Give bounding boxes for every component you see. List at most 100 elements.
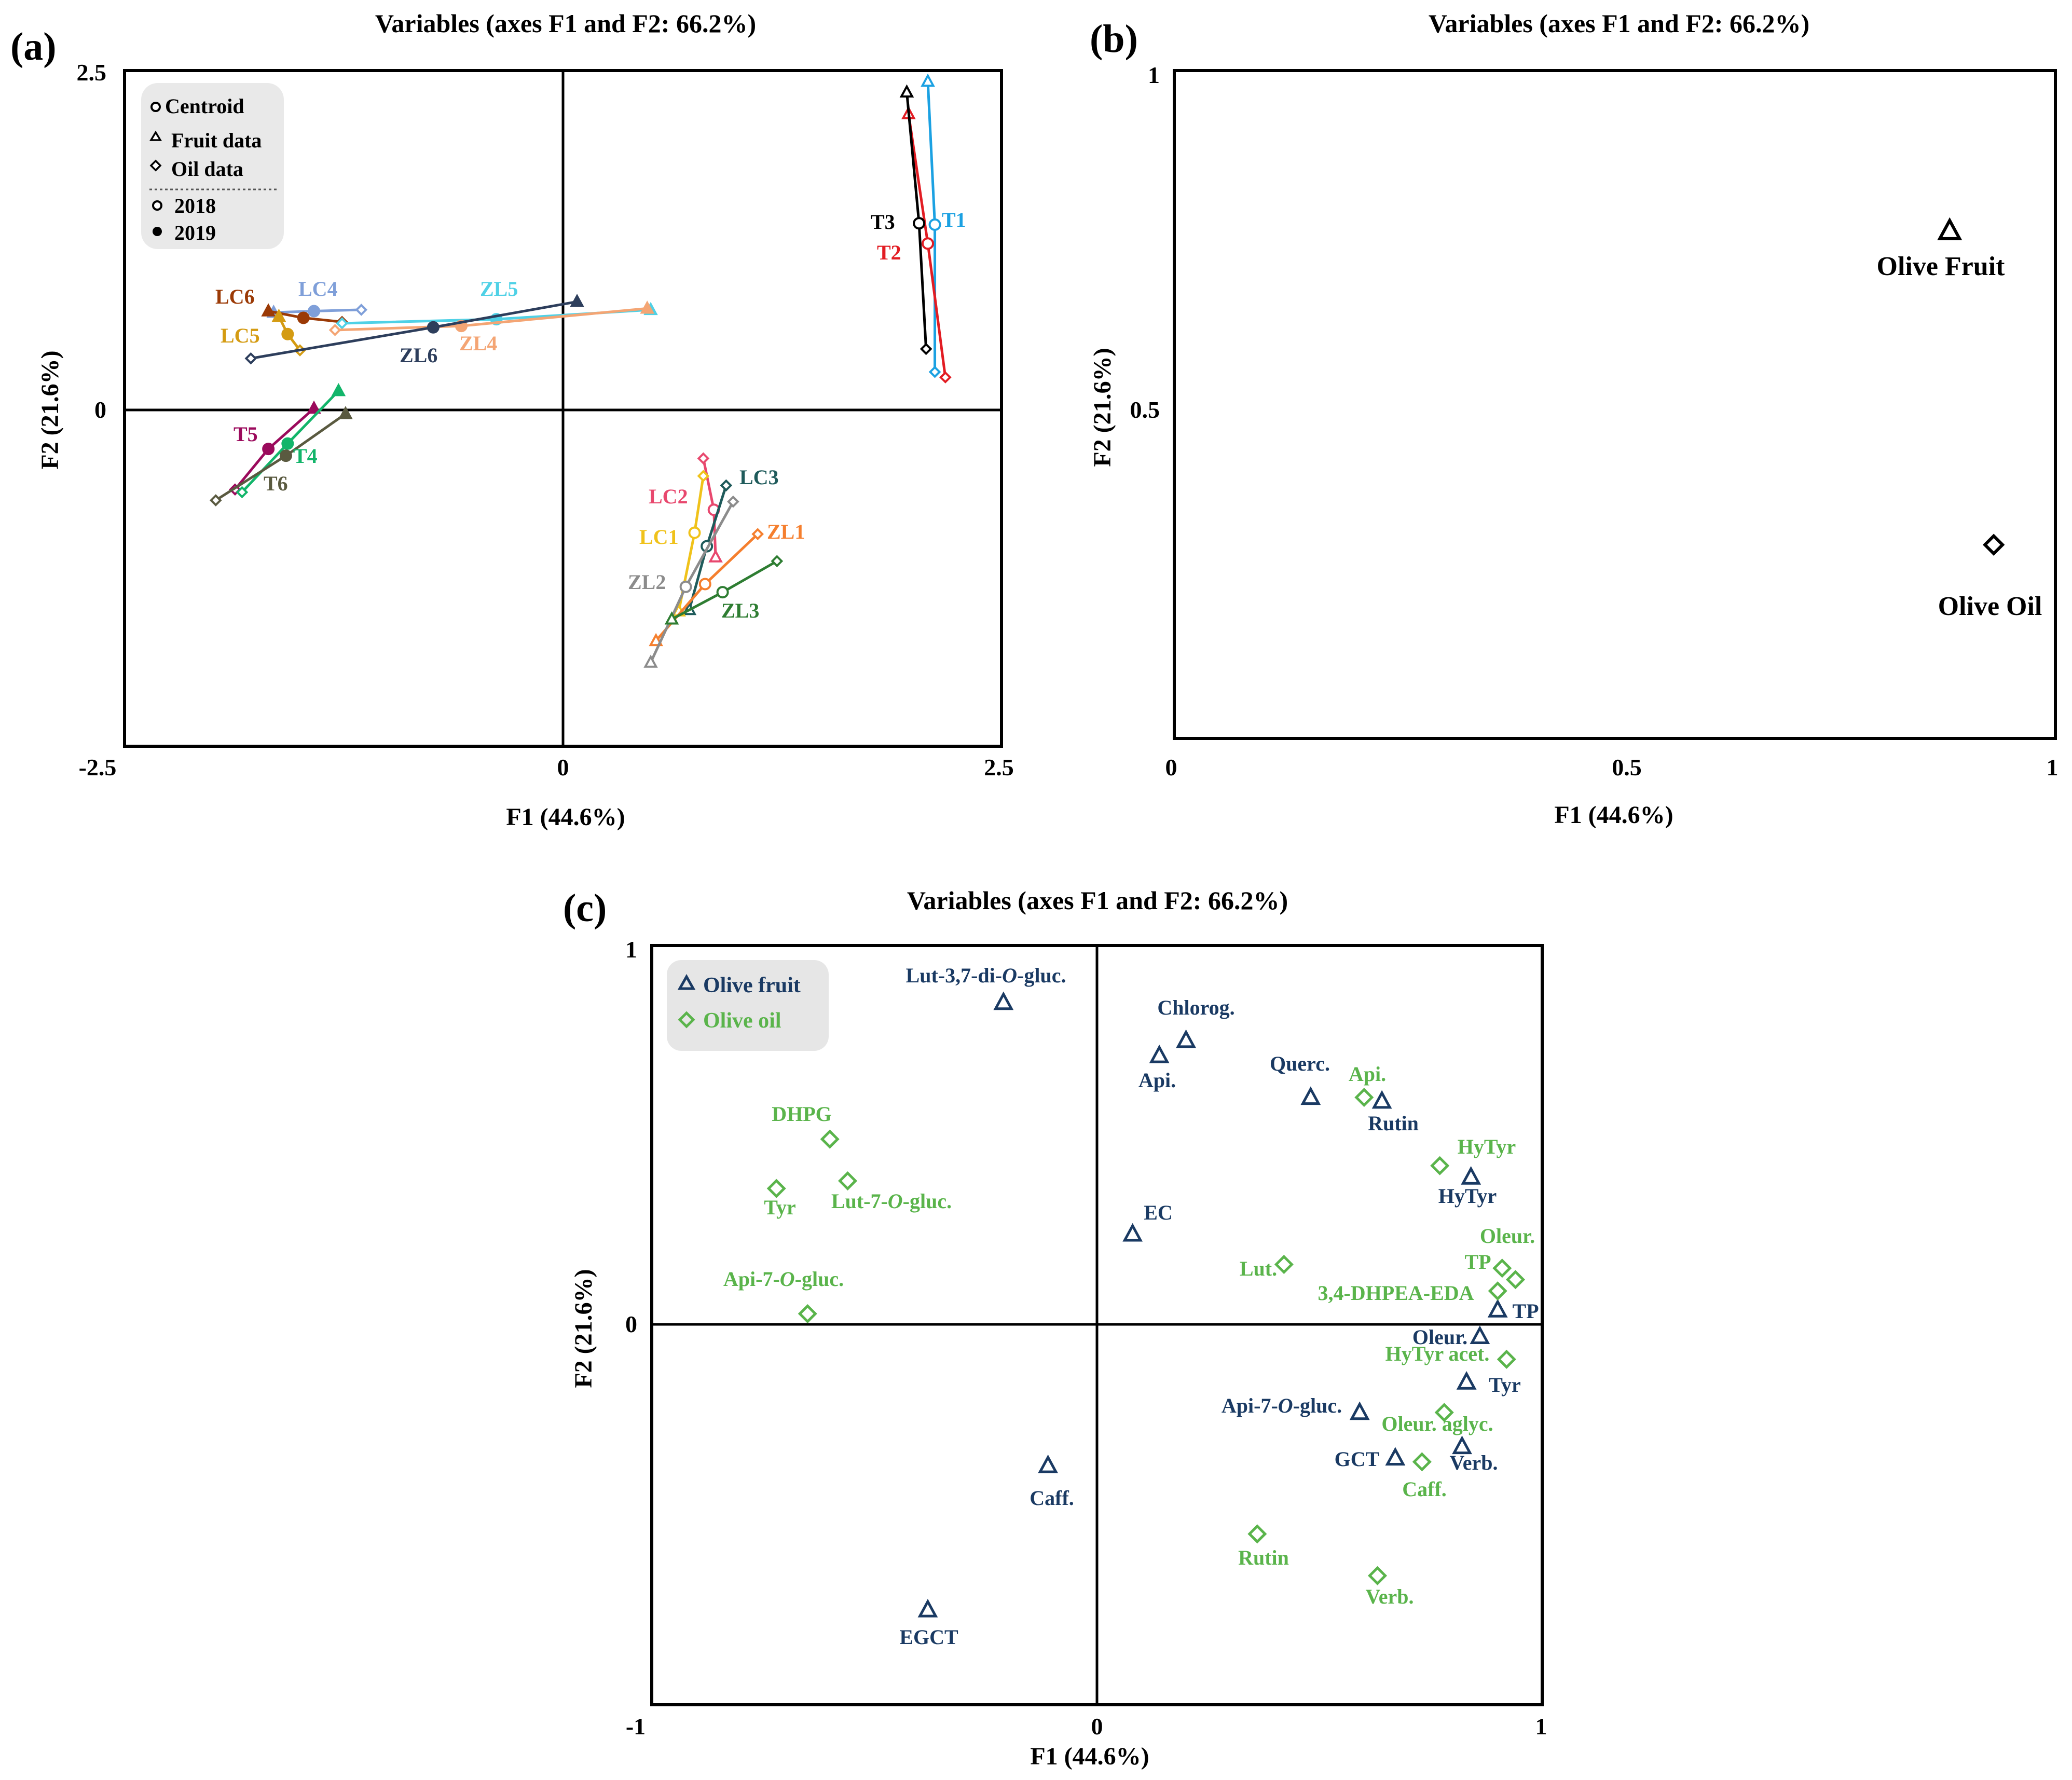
panel-c-ytick-1: 1 [625,936,637,963]
group-lc1-centroid-point [688,526,701,539]
panel-a-xlabel: F1 (44.6%) [506,803,625,831]
fruit-point-12 [1385,1447,1406,1466]
group-t5-centroid-point [262,443,275,456]
legend-2019-icon [153,227,162,236]
oil-label-lut7: Lut-7-O-gluc. [831,1189,952,1213]
panel-a-label: (a) [10,25,57,69]
fruit-label-ec: EC [1144,1201,1173,1224]
oil-label-lut: Lut. [1240,1257,1277,1280]
panel-a-title: Variables (axes F1 and F2: 66.2%) [375,9,756,38]
group-lc5-centroid-point [281,327,294,340]
group-zl5-oil-point [336,317,348,330]
panel-c-legend-box [667,960,829,1051]
oil-label-dhpea: 3,4-DHPEA-EDA [1318,1281,1474,1305]
oil-label-dhpg: DHPG [772,1102,832,1126]
oil-label-caff: Caff. [1402,1477,1447,1501]
fruit-point-3 [1300,1086,1321,1105]
legend-2019: 2019 [174,221,216,244]
fruit-point-7 [1487,1298,1508,1318]
panel-c-title: Variables (axes F1 and F2: 66.2%) [907,886,1288,915]
fruit-label-chlorog: Chlorog. [1157,996,1234,1019]
panel-a-ytick-top: 2.5 [77,59,107,86]
group-t1-oil-point [928,365,941,378]
legend-fruit: Fruit data [171,129,262,152]
group-lc5-fruit-point [271,308,286,322]
group-lc6-centroid-point [297,311,310,324]
group-t3-centroid-point [913,217,926,230]
fruit-label-lut37-text: Lut-3,7-di-O-gluc. [906,964,1066,987]
fruit-label-caff: Caff. [1030,1486,1074,1510]
oil-label-oleur: Oleur. [1480,1224,1535,1248]
fruit-point-8 [1470,1325,1490,1344]
label-ZL1: ZL1 [767,520,805,543]
group-t4-oil-point [236,486,249,499]
group-t1-centroid-point [928,218,941,231]
panel-c-oil-labels: DHPG Tyr Lut-7-O-gluc. Api-7-O-gluc. Api… [723,1062,1535,1608]
legend-diamond-icon [149,159,162,172]
fruit-point-0 [993,991,1014,1010]
oil-label-tp: TP [1464,1250,1491,1274]
oil-point-1 [766,1179,786,1198]
legend-triangle-icon [149,130,162,141]
oil-point-13 [1247,1524,1267,1544]
panel-c-xtick-pos: 1 [1535,1713,1547,1740]
panel-c-xtick-zero: 0 [1091,1713,1103,1740]
panel-c: (c) Variables (axes F1 and F2: 66.2%) -1… [563,886,1547,1770]
fruit-point-9 [1456,1371,1477,1390]
legend-olive-oil: Olive oil [703,1009,781,1033]
group-t4-centroid-point [281,437,294,450]
fruit-point-2 [1149,1044,1170,1063]
panel-b: (b) Variables (axes F1 and F2: 66.2%) 0 … [1089,9,2059,829]
label-LC5: LC5 [221,324,260,347]
oil-label-verb: Verb. [1366,1585,1414,1608]
fruit-label-rutin: Rutin [1368,1112,1419,1135]
panel-a-legend: Centroid Fruit data Oil data 2018 2019 [141,83,284,249]
group-zl2-oil-point [727,495,739,508]
group-zl6-centroid-point [427,321,440,334]
legend-oil: Oil data [171,157,243,181]
group-t3-fruit-point [899,84,914,98]
group-lc4-centroid-point [308,305,321,318]
legend-olive-fruit: Olive fruit [703,974,801,997]
olive-oil-point [1982,533,2005,556]
panel-c-label: (c) [563,886,607,930]
legend-2018-icon [152,200,162,211]
fruit-label-api: Api. [1138,1069,1176,1092]
oil-label-api7: Api-7-O-gluc. [723,1267,844,1291]
fruit-label-oleur: Oleur. [1412,1325,1467,1349]
fruit-label-tp: TP [1512,1299,1539,1323]
group-zl3-centroid-point [716,586,729,599]
label-T5: T5 [234,422,258,446]
group-zl3-fruit-point [664,611,679,625]
fruit-label-api7: Api-7-O-gluc. [1222,1394,1342,1417]
oil-point-6 [1274,1254,1294,1274]
group-zl2-fruit-point [643,654,658,668]
fruit-point-10 [1349,1401,1370,1420]
panel-a-xtick-pos: 2.5 [984,754,1014,781]
group-zl2-centroid-point [679,580,692,593]
panel-b-xlabel: F1 (44.6%) [1554,801,1673,829]
fruit-label-gct: GCT [1335,1447,1380,1471]
fruit-label-lut37: Lut-3,7-di-O-gluc. [906,964,1066,987]
fruit-point-1 [1176,1029,1197,1048]
panel-b-ylabel: F2 (21.6%) [1089,348,1116,467]
group-lc1-oil-point [697,470,710,483]
legend-2018: 2018 [174,194,216,217]
olive-fruit-point [1937,217,1963,240]
fruit-point-11 [1452,1435,1472,1455]
oil-point-8 [1492,1258,1512,1278]
group-zl6-oil-point [244,352,257,365]
label-LC4: LC4 [298,277,338,300]
fruit-label-verb: Verb. [1450,1451,1498,1474]
legend-centroid: Centroid [165,94,244,118]
oil-point-5 [1430,1156,1450,1175]
panel-b-ytick-1: 1 [1148,62,1160,88]
label-olive-oil: Olive Oil [1938,592,2042,621]
group-t4-fruit-point [331,382,346,396]
label-ZL3: ZL3 [721,599,759,622]
group-zl1-oil-point [751,528,764,541]
group-zl1-centroid-point [698,578,711,591]
group-t6-centroid-point [279,449,292,462]
oil-label-hytyr: HyTyr [1458,1135,1516,1158]
